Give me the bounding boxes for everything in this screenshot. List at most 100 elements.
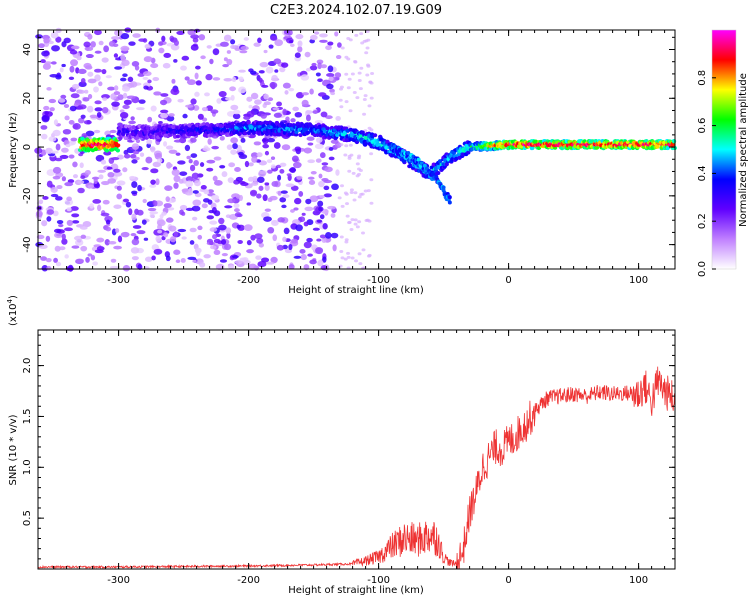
spectrogram-cell [122,73,128,78]
spectrogram-cell [73,235,83,241]
spectrogram-cell [130,232,137,237]
spectrogram-cell [162,62,171,69]
spectrogram-cell [107,86,116,91]
spectrogram-cell [66,207,72,212]
spectrogram-cell [226,144,233,150]
spectrogram-cell [136,209,144,216]
spectrogram-cell [276,101,282,107]
spectrogram-cell [207,138,212,145]
colorbar-frame [711,29,737,270]
spectrogram-cell [291,155,299,162]
spectrogram-cell [100,159,107,165]
spectrogram-cell [227,177,234,184]
spectrogram-cell [173,139,182,143]
spectrogram-cell [238,86,247,94]
spectrogram-cell [277,190,282,196]
spectrogram-cell [49,73,59,78]
spectrogram-cell [390,153,395,158]
spectrogram-cell [122,92,128,99]
spectrogram-cell [350,72,355,76]
spectrogram-cell [41,50,50,57]
spectrogram-cell [262,143,270,149]
spectrogram-cell [48,98,57,104]
spectrogram-cell [239,50,248,54]
spectrogram-cell [305,130,311,135]
spectrogram-cell [319,39,328,43]
spectrogram-cell [72,161,78,168]
spectrogram-cell [234,259,243,265]
spectrogram-cell [200,55,206,60]
spectrogram-ylabel: Frequency (Hz) [8,112,19,188]
spectrogram-cell [300,74,310,81]
spectrogram-cell [272,234,278,242]
spectrogram-cell [54,157,63,162]
spectrogram-cell [235,194,241,199]
spectrogram-cell [121,86,131,92]
spectrogram-cell [71,245,80,249]
spectrogram-cell [350,218,355,222]
spectrogram-cell [279,66,286,73]
spectrogram-cell [270,164,276,169]
spectrogram-cell [89,114,98,119]
spectrogram-cell [348,109,353,113]
spectrogram-cell [330,91,336,96]
spectrogram-cell [222,64,229,68]
spectrogram-cell [339,105,344,109]
spectrogram-cell [142,71,152,77]
spectrogram-cell [121,59,130,67]
spectrogram-cell [327,41,334,46]
spectrogram-cell [187,29,196,36]
spectrogram-cell [155,235,161,242]
spectrogram-cell [64,115,70,121]
spectrogram-cell [315,137,323,143]
spectrogram-cell [197,113,204,120]
y-tick-label: 1.0 [22,459,33,475]
x-tick-label: -100 [367,275,390,286]
spectrogram-cell [134,156,140,161]
spectrogram-cell [285,116,290,122]
spectrogram-cell [132,150,140,155]
spectrogram-cell [322,256,327,263]
spectrogram-cell [257,261,267,268]
spectrogram-cell [264,131,270,136]
spectrogram-cell [152,76,160,82]
spectrogram-cell [72,122,81,130]
spectrogram-cell [289,39,294,44]
spectrogram-cell [251,156,258,163]
spectrogram-cell [87,253,93,257]
spectrogram-cell [35,34,43,39]
spectrogram-cell [230,94,235,101]
spectrogram-cell [361,248,366,252]
spectrogram-cell [293,255,302,259]
spectrogram-cell [344,100,349,104]
colorbar: 0.0 0.2 0.4 0.6 0.8 Normalized spectral ampl… [697,29,749,277]
spectrogram-cell [117,235,123,243]
spectrogram-cell [149,213,155,219]
spectrogram-cell [247,176,255,182]
spectrogram-cell [92,261,98,266]
spectrogram-cell [447,195,452,200]
spectrogram-cell [94,68,102,73]
spectrogram-cell [102,97,108,101]
spectrogram-cell [147,116,153,123]
spectrogram-cell [73,45,80,50]
spectrogram-cell [150,105,157,112]
spectrogram-cell [309,34,318,41]
spectrogram-cell [178,178,184,184]
spectrogram-cell [46,265,52,271]
spectrogram-cell [60,94,67,99]
spectrogram-cell [416,157,421,162]
spectrogram-cell [301,92,309,96]
spectrogram-cell [116,185,122,191]
spectrogram-cell [318,180,325,188]
colorbar-tick-label: 0.6 [697,118,708,134]
spectrogram-cell [344,202,349,206]
spectrogram-cell [80,114,86,119]
x-tick-label: -200 [237,275,260,286]
spectrogram-cell [353,59,358,63]
spectrogram-cell [328,76,334,82]
spectrogram-cell [122,198,130,203]
spectrogram-cell [42,63,51,70]
spectrogram-cell [289,43,295,48]
spectrogram-cell [238,154,248,160]
